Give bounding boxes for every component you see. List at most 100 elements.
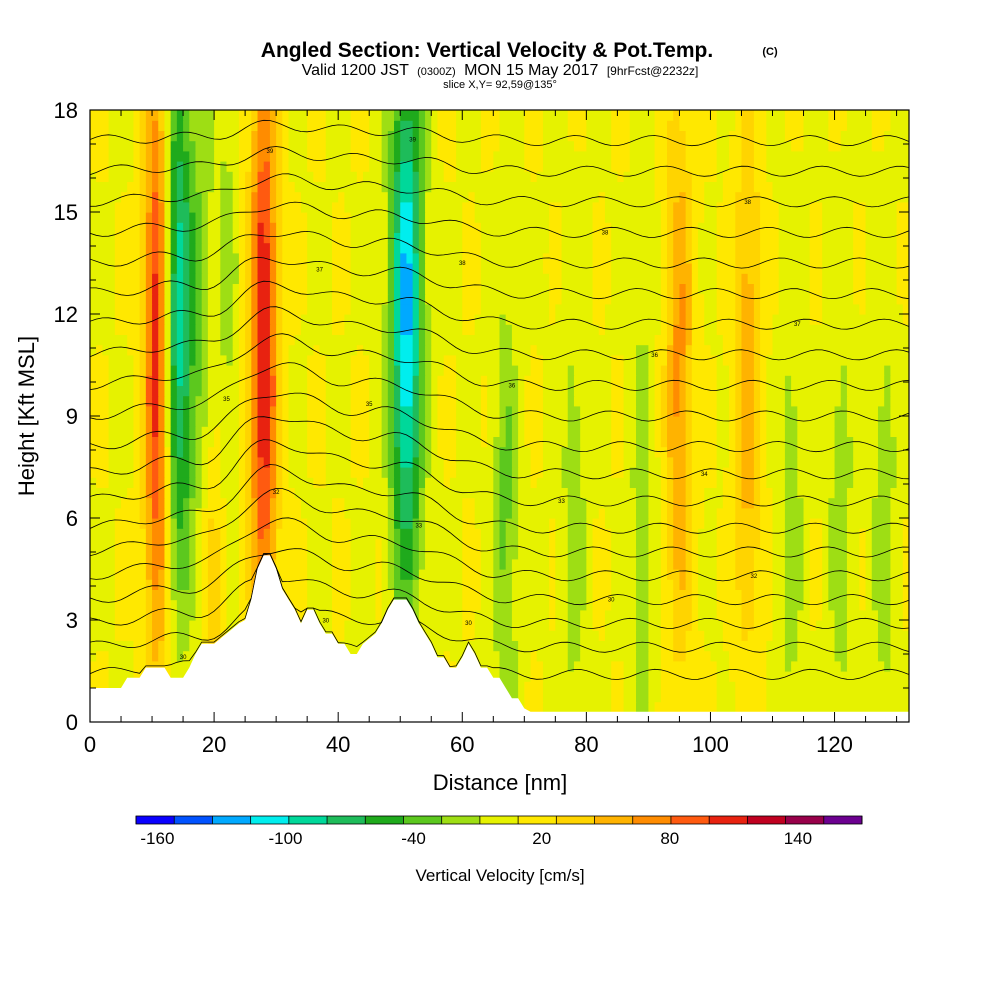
velocity-cell [189, 242, 197, 254]
colorbar-segment [327, 816, 366, 824]
velocity-cell [673, 528, 687, 539]
velocity-cell [133, 405, 141, 417]
velocity-cell [170, 314, 178, 325]
velocity-cell [152, 263, 159, 274]
velocity-cell [425, 334, 432, 346]
velocity-cell [164, 334, 172, 346]
velocity-cell [735, 252, 761, 264]
x-tick-label: 40 [326, 732, 350, 757]
velocity-cell [418, 334, 426, 346]
velocity-cell [871, 569, 891, 580]
velocity-cell [431, 161, 445, 172]
velocity-cell [152, 620, 166, 631]
velocity-cell [164, 365, 172, 376]
velocity-cell [331, 630, 345, 641]
velocity-cell [586, 497, 637, 509]
velocity-cell [195, 314, 203, 325]
velocity-cell [760, 273, 780, 284]
velocity-cell [636, 660, 650, 672]
isentrope-label: 30 [322, 618, 329, 624]
velocity-cell [772, 548, 786, 560]
velocity-cell [145, 314, 153, 325]
velocity-cell [425, 375, 432, 386]
velocity-cell [226, 558, 240, 570]
velocity-cell [139, 446, 147, 458]
velocity-cell [890, 120, 909, 131]
x-tick-label: 20 [202, 732, 226, 757]
velocity-cell [139, 130, 147, 142]
velocity-cell [394, 456, 401, 468]
velocity-cell [772, 528, 786, 539]
velocity-cell [257, 426, 271, 437]
velocity-cell [164, 426, 172, 437]
velocity-cell [822, 252, 854, 264]
velocity-cell [158, 385, 166, 397]
y-tick-label: 3 [66, 608, 78, 633]
velocity-cell [307, 161, 327, 172]
velocity-cell [145, 365, 153, 376]
velocity-cell [611, 538, 637, 550]
velocity-cell [394, 446, 401, 458]
velocity-cell [611, 150, 631, 162]
velocity-cell [418, 222, 426, 233]
velocity-cell [884, 660, 891, 672]
velocity-cell [331, 252, 352, 264]
velocity-cell [269, 303, 277, 315]
velocity-cell [90, 365, 110, 376]
velocity-cell [331, 497, 345, 509]
velocity-cell [207, 620, 221, 631]
velocity-cell [418, 293, 426, 305]
velocity-cell [176, 273, 184, 284]
velocity-cell [685, 456, 693, 468]
velocity-cell [877, 640, 891, 652]
velocity-cell [307, 263, 333, 274]
velocity-cell [238, 405, 246, 417]
velocity-cell [629, 120, 656, 131]
velocity-cell [741, 395, 755, 407]
velocity-cell [611, 660, 625, 672]
velocity-cell [90, 314, 116, 325]
isentrope-label: 34 [701, 472, 708, 478]
velocity-cell [195, 518, 203, 529]
velocity-cell [760, 303, 780, 315]
velocity-cell [722, 181, 743, 193]
velocity-cell [493, 436, 507, 448]
velocity-cell [834, 446, 854, 458]
velocity-cell [425, 263, 463, 274]
velocity-cell [114, 293, 141, 305]
velocity-cell [387, 344, 395, 356]
velocity-cell [735, 324, 743, 335]
velocity-cell [691, 181, 705, 193]
velocity-cell [846, 630, 879, 641]
velocity-cell [673, 579, 681, 590]
velocity-cell [158, 497, 166, 509]
velocity-cell [232, 212, 240, 223]
velocity-cell [90, 232, 116, 244]
velocity-cell [90, 385, 110, 397]
velocity-cell [412, 324, 420, 335]
velocity-cell [263, 456, 271, 468]
velocity-cell [524, 385, 544, 397]
velocity-cell [735, 283, 743, 295]
velocity-cell [760, 395, 767, 407]
velocity-cell [555, 609, 569, 621]
velocity-cell [474, 609, 494, 621]
velocity-cell [276, 314, 283, 325]
velocity-cell [245, 467, 252, 478]
velocity-cell [611, 701, 625, 713]
isentrope-label: 33 [558, 499, 565, 505]
velocity-cell [716, 701, 736, 713]
velocity-cell [604, 324, 662, 335]
velocity-cell [331, 548, 352, 560]
velocity-cell [276, 242, 283, 254]
velocity-cell [691, 395, 718, 407]
velocity-cell [238, 477, 246, 488]
velocity-cell [201, 487, 209, 499]
velocity-cell [704, 181, 724, 193]
velocity-cell [685, 385, 693, 397]
velocity-cell [170, 518, 178, 529]
velocity-cell [636, 365, 650, 376]
velocity-cell [145, 161, 153, 172]
velocity-cell [251, 375, 259, 386]
velocity-cell [685, 324, 693, 335]
